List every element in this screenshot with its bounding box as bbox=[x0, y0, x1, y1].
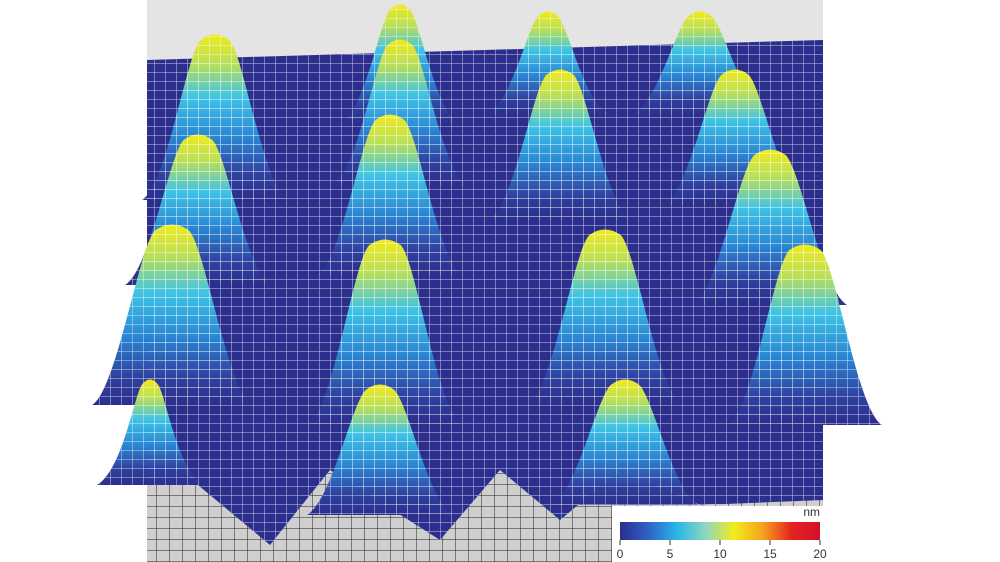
colorbar-tick-label: 15 bbox=[763, 547, 777, 561]
colorbar-tick-label: 0 bbox=[617, 547, 624, 561]
colorbar-tick-label: 20 bbox=[813, 547, 827, 561]
colorbar-unit: nm bbox=[803, 505, 820, 519]
surface-mesh bbox=[147, 40, 823, 545]
colorbar-tick-label: 5 bbox=[667, 547, 674, 561]
colorbar bbox=[620, 522, 820, 540]
colorbar-tick-label: 10 bbox=[713, 547, 727, 561]
